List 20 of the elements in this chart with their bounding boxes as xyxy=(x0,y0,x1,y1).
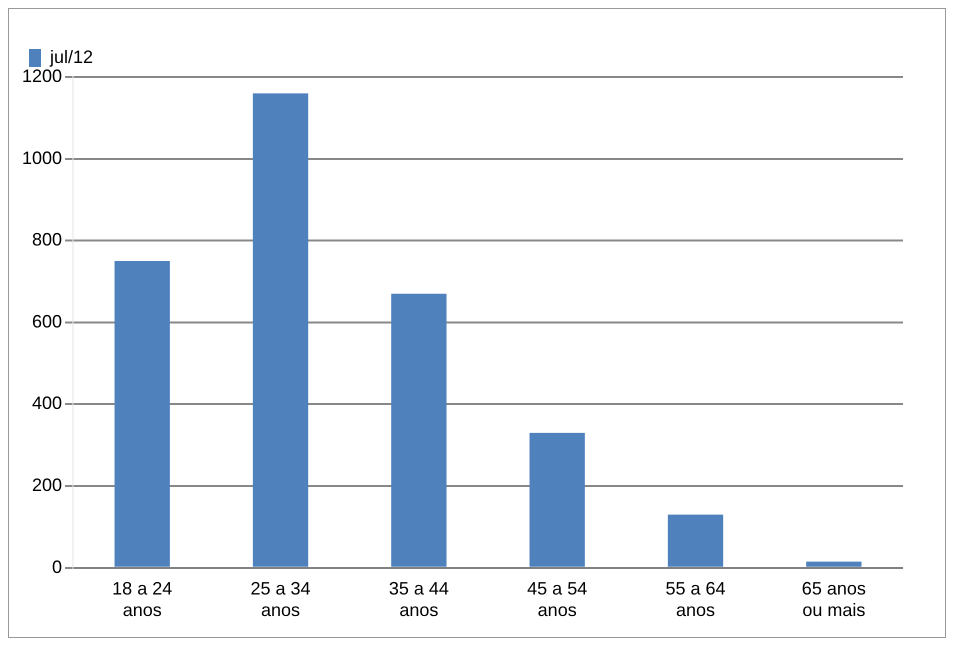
x-tick-label: 18 a 24 anos xyxy=(112,578,172,620)
y-tick-label: 800 xyxy=(32,230,62,250)
bar xyxy=(252,93,308,567)
bar xyxy=(114,261,170,567)
x-tick-label: 45 a 54 anos xyxy=(527,578,588,620)
x-tick-label: 35 a 44 anos xyxy=(388,578,449,620)
y-tick-label: 400 xyxy=(32,393,62,414)
x-tick-label: 55 a 64 anos xyxy=(665,578,726,620)
y-tick-label: 1200 xyxy=(22,66,62,86)
legend-label: jul/12 xyxy=(49,46,94,67)
bar xyxy=(668,514,724,567)
y-tick-label: 0 xyxy=(52,556,62,577)
x-tick-label: 25 a 34 anos xyxy=(250,578,311,620)
y-tick-label: 600 xyxy=(32,311,62,332)
x-tick-label: 65 anos ou mais xyxy=(802,578,866,620)
y-tick-label: 200 xyxy=(32,474,62,495)
bar xyxy=(530,432,585,567)
bar xyxy=(806,562,862,567)
bar xyxy=(391,294,447,567)
y-tick-label: 1000 xyxy=(22,148,62,168)
